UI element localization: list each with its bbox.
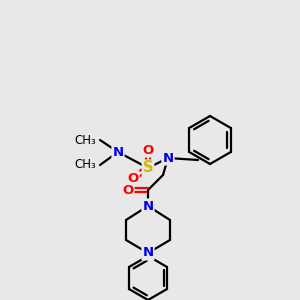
Text: CH₃: CH₃ (74, 134, 96, 146)
Text: O: O (142, 143, 154, 157)
Text: N: N (142, 247, 154, 260)
Text: N: N (142, 200, 154, 212)
Text: N: N (162, 152, 174, 164)
Text: O: O (122, 184, 134, 196)
Text: S: S (143, 160, 153, 175)
Text: N: N (112, 146, 124, 158)
Text: O: O (128, 172, 139, 184)
Text: CH₃: CH₃ (74, 158, 96, 172)
